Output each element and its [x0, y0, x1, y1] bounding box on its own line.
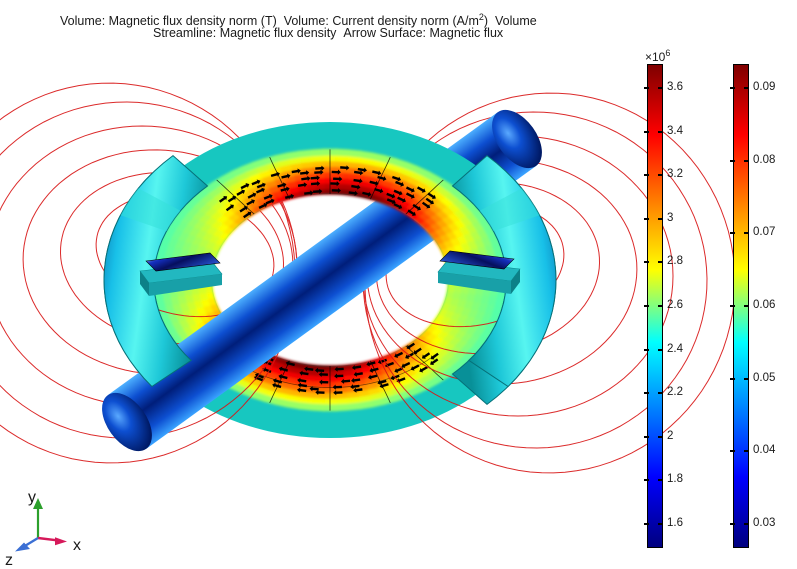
svg-text:z: z: [5, 552, 13, 567]
svg-text:x: x: [73, 537, 81, 554]
svg-text:y: y: [28, 489, 36, 506]
